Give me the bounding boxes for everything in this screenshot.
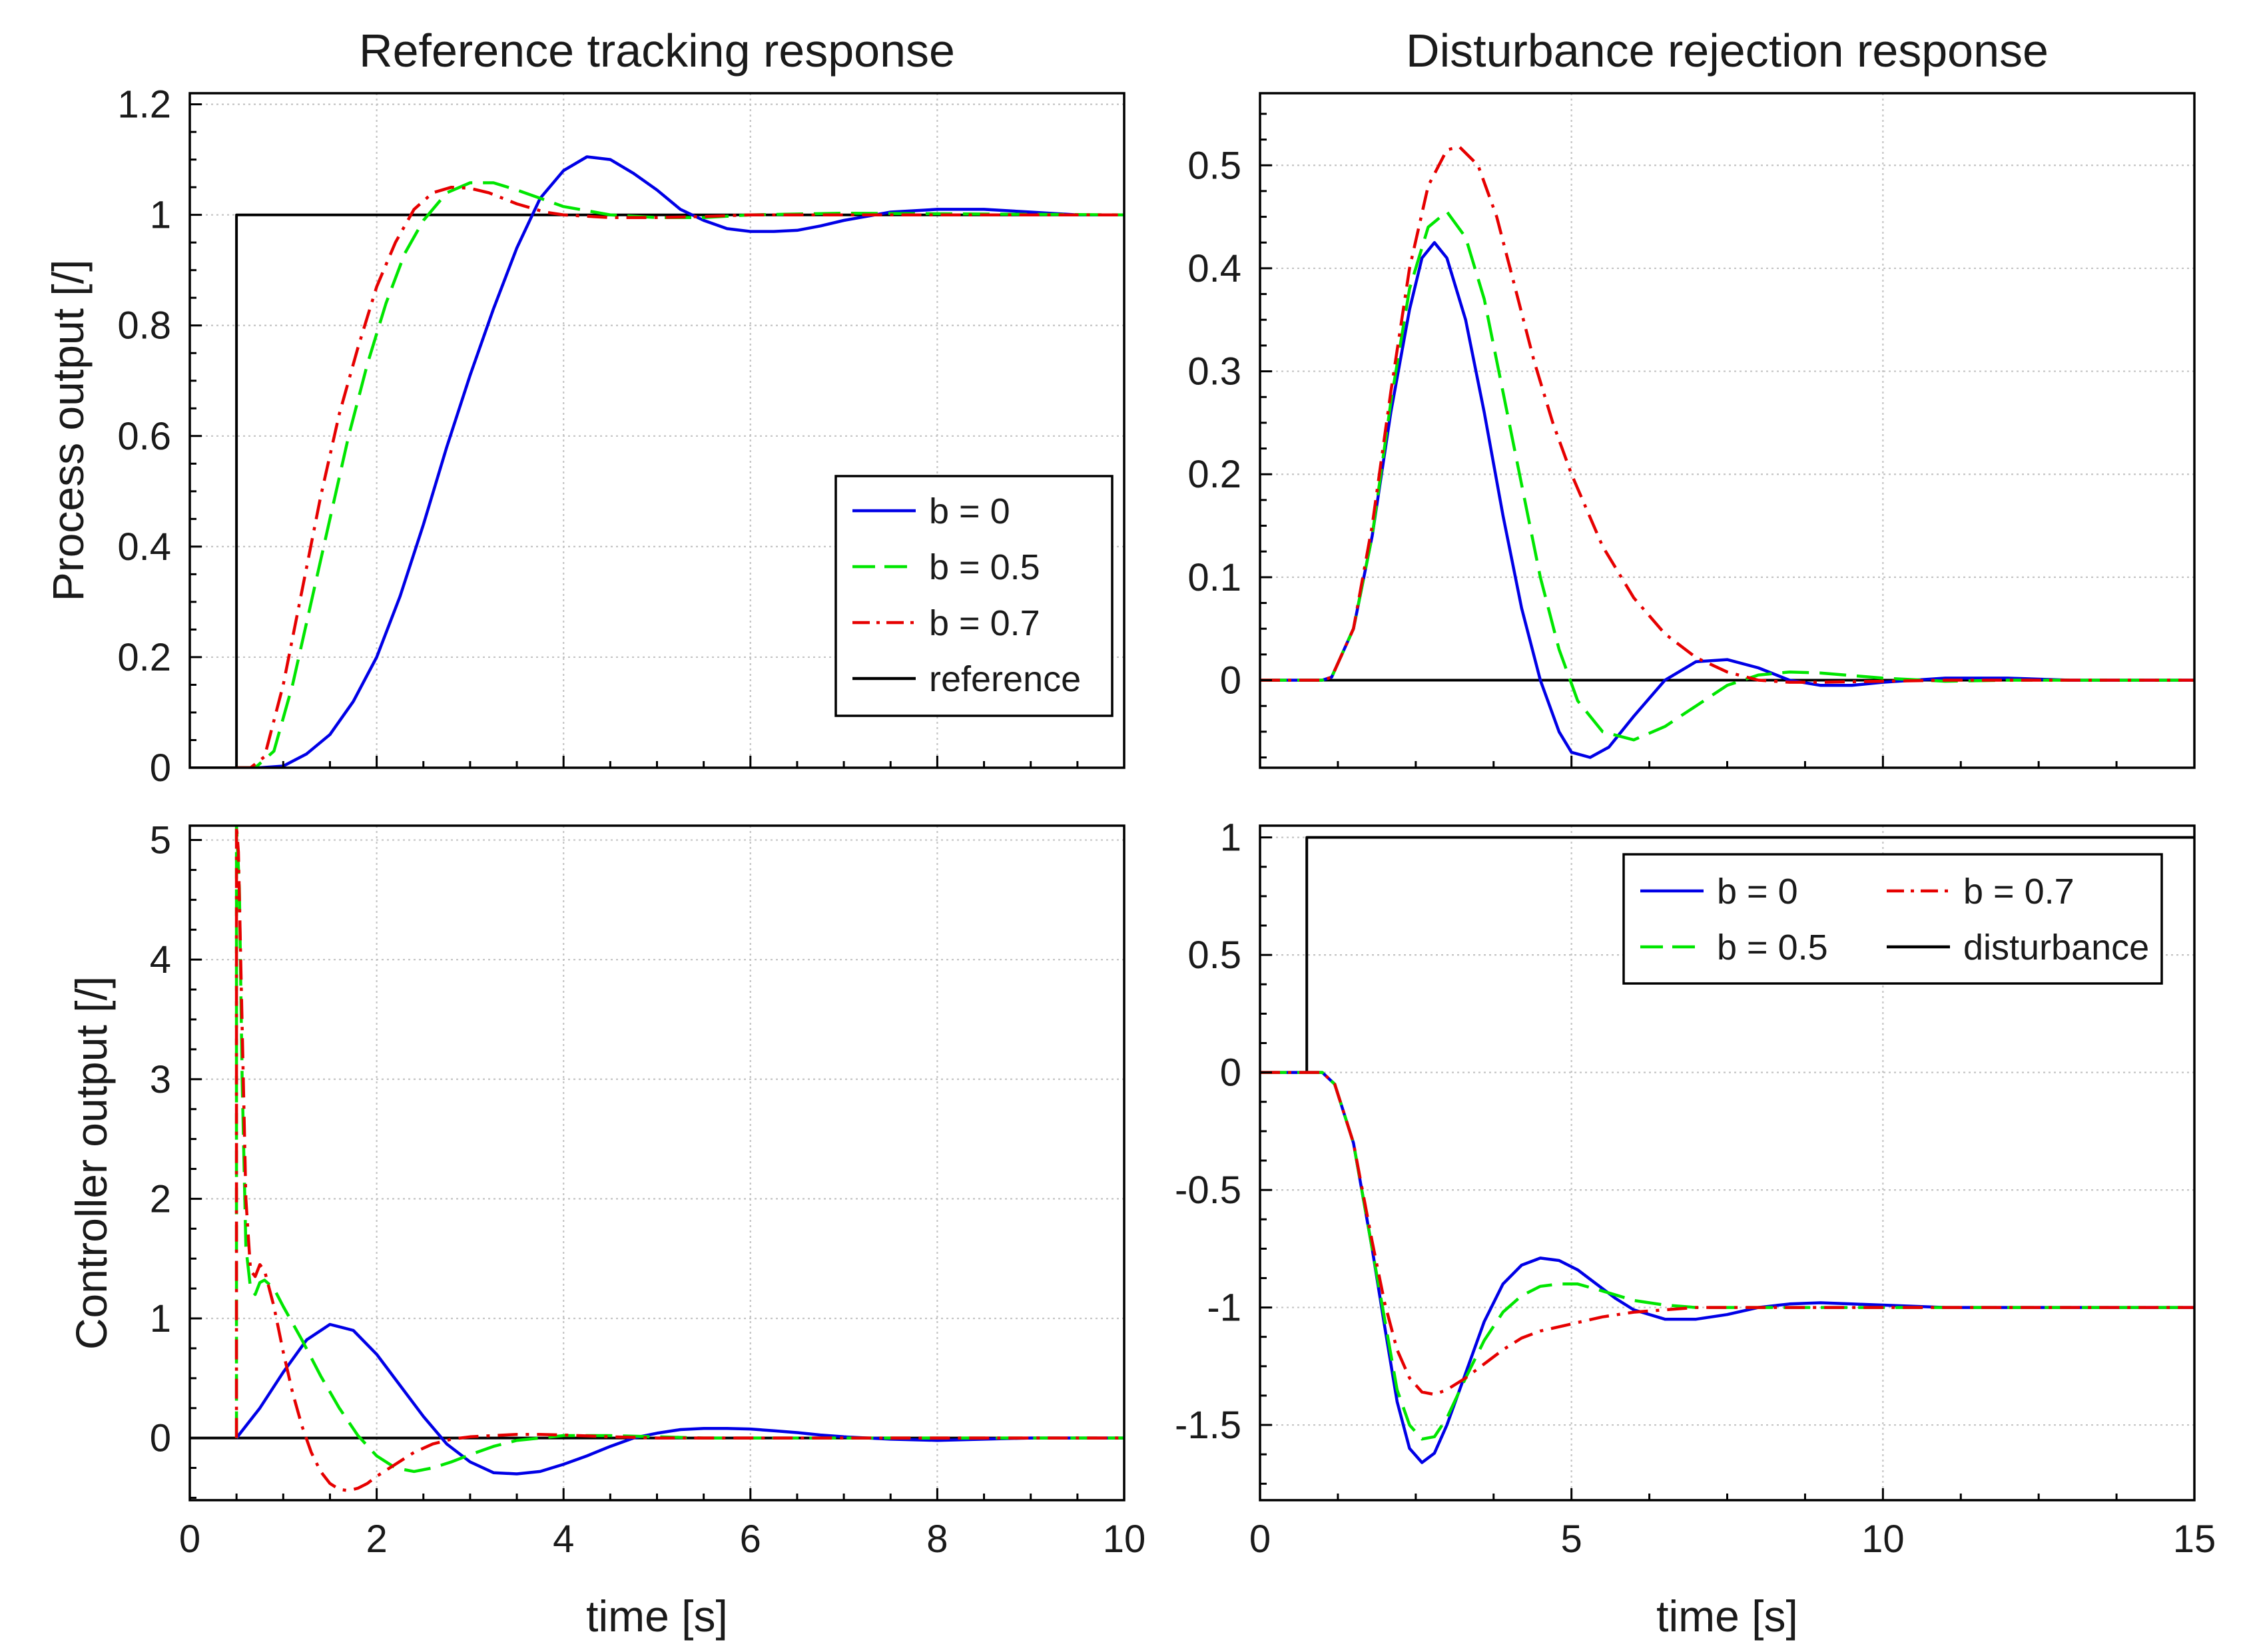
x-axis-label-time-left: time [s] [586,1591,728,1641]
y-tick-label: 0 [1220,659,1241,702]
y-axis-label-process-output: Process output [/] [43,260,93,602]
series-line-reference [190,213,1124,768]
y-tick-label: 0.2 [117,636,171,679]
y-tick-label: 0.3 [1187,350,1241,394]
y-axis-label-controller-output: Controller output [/] [67,976,116,1350]
legend-label: b = 0.5 [929,547,1040,587]
y-tick-label: 1.2 [117,83,171,127]
legend-label: b = 0.7 [1963,872,2075,912]
series-line-b-0-7 [1260,145,2194,684]
y-tick-label: 5 [150,819,171,862]
y-tick-label: 0 [150,1417,171,1460]
series-line-b-0 [235,1322,1124,1476]
y-tick-label: 1 [150,1297,171,1340]
legend-frame [1622,853,2163,985]
panel-tl: 0 0.2 0.4 0.6 0.8 1 1.2 b = 0 b = 0.5 b = 0.7 refe… [117,83,1125,790]
series-line-b-0-7 [234,826,1124,1492]
x-tick-label: 10 [1103,1517,1146,1561]
y-tick-label: 0.6 [117,415,171,458]
legend-label: disturbance [1963,928,2149,967]
y-tick-label: 1 [150,194,171,237]
legend-label: b = 0.7 [929,603,1040,643]
legend-label: b = 0 [1717,872,1798,912]
legend-label: b = 0 [929,491,1010,531]
x-tick-label: 15 [2173,1517,2216,1561]
y-tick-label: 0.5 [1187,934,1241,977]
series-group [190,155,1124,768]
x-tick-label: 10 [1861,1517,1905,1561]
panels: 0 0.2 0.4 0.6 0.8 1 1.2 b = 0 b = 0.5 b = 0.7 refe… [117,83,2216,1561]
series-group [190,826,1124,1492]
legend-label: b = 0.5 [1717,928,1828,967]
y-tick-label: 0.4 [117,525,171,569]
y-tick-label: 0 [1220,1051,1241,1095]
y-tick-label: 1 [1220,816,1241,860]
series-line-b-0 [1260,1071,2194,1464]
x-tick-label: 8 [926,1517,948,1561]
panel-title-disturbance-rejection: Disturbance rejection response [1406,25,2049,77]
panel-bl: 0 2 4 6 8 10 0 1 2 3 4 5 [150,819,1146,1561]
y-tick-label: -1.5 [1175,1404,1241,1447]
x-axis-label-time-right: time [s] [1656,1591,1798,1641]
series-line-b-0 [1260,241,2194,759]
legend: b = 0 b = 0.5 b = 0.7 reference [834,475,1114,717]
panel-title-reference-tracking: Reference tracking response [359,25,955,77]
legend: b = 0 b = 0.5 b = 0.7 disturbance [1622,853,2163,985]
x-tick-label: 6 [740,1517,761,1561]
y-tick-label: 0 [150,746,171,790]
legend-frame [834,475,1114,717]
series-group [1260,836,2194,1464]
x-tick-label: 0 [179,1517,200,1561]
y-tick-label: 0.8 [117,304,171,348]
y-tick-label: 4 [150,938,171,981]
x-tick-label: 0 [1249,1517,1271,1561]
y-tick-label: 3 [150,1058,171,1101]
x-tick-label: 5 [1561,1517,1582,1561]
y-tick-label: 0.1 [1187,556,1241,599]
series-group [1260,145,2194,759]
x-tick-label: 4 [553,1517,574,1561]
series-line-b-0-5 [1260,1071,2194,1441]
y-tick-label: -0.5 [1175,1169,1241,1212]
y-tick-label: 0.2 [1187,453,1241,496]
panel-br: 0 5 10 15 -1.5 -1 -0.5 0 0.5 1 b = 0 b = 0.5 b = 0.7… [1175,816,2216,1561]
x-tick-label: 2 [366,1517,387,1561]
y-tick-label: 0.5 [1187,144,1241,187]
series-line-b-0-7 [1260,1071,2194,1396]
legend-label: reference [929,659,1081,699]
y-tick-label: 2 [150,1177,171,1221]
y-tick-label: -1 [1207,1286,1241,1330]
y-tick-label: 0.4 [1187,247,1241,290]
series-line-b-0-5 [234,826,1124,1474]
series-line-b-0-7 [236,185,1124,768]
panel-tr: 0 0.1 0.2 0.3 0.4 0.5 [1187,92,2196,769]
